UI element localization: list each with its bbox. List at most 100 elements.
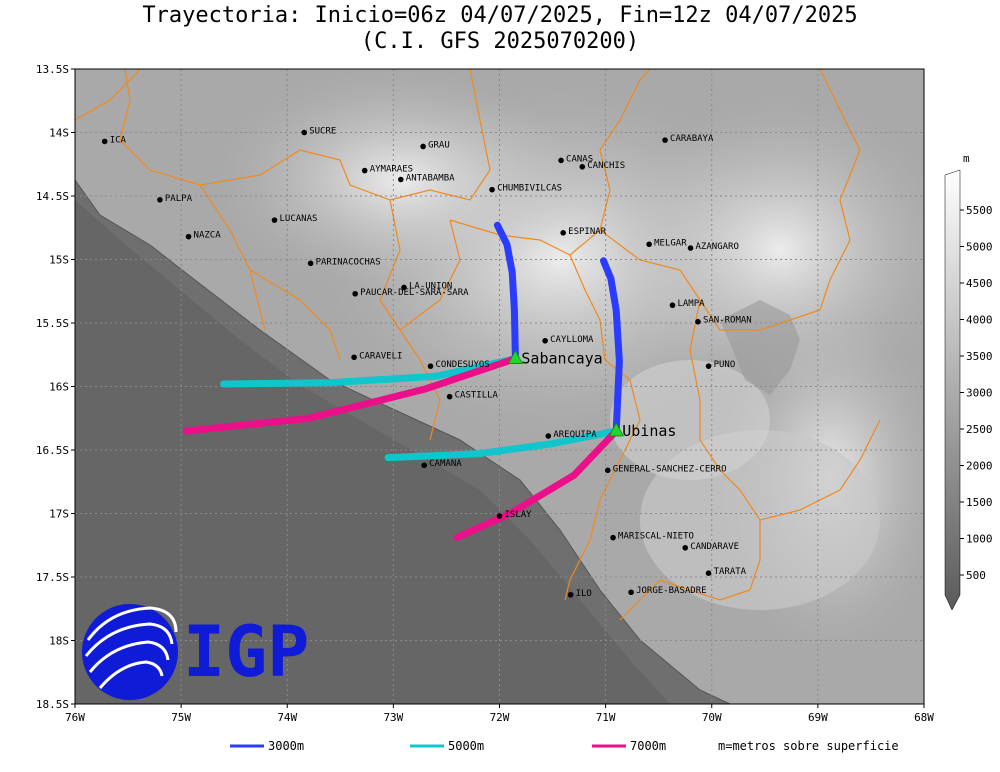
place-label: PAUCAR-DEL-SARA-SARA <box>360 288 469 298</box>
place-label: ISLAY <box>505 510 533 520</box>
place-label: CANDARAVE <box>690 542 739 552</box>
boundary-lines <box>75 69 881 621</box>
trajectory-sabancaya-5000m <box>220 355 519 388</box>
place-marker <box>682 544 689 551</box>
place-label: SAN-ROMAN <box>703 316 752 326</box>
place-marker <box>545 433 552 439</box>
x-tick-label: 69W <box>808 711 828 724</box>
x-tick-label: 68W <box>914 711 934 724</box>
place-label: GENERAL-SANCHEZ-CERRO <box>613 464 727 474</box>
y-tick-label: 15S <box>49 254 69 267</box>
place-label: PALPA <box>165 194 193 204</box>
place-label: NAZCA <box>194 231 222 241</box>
place-marker <box>558 157 564 164</box>
x-tick-label: 76W <box>65 711 85 724</box>
place-label: ILO <box>576 589 592 599</box>
colorbar-label: 3500 <box>966 350 993 363</box>
place-marker <box>301 129 308 136</box>
place-marker <box>157 197 163 203</box>
colorbar-label: 5500 <box>966 204 993 217</box>
x-tick-label: 75W <box>171 711 191 724</box>
colorbar-label: 1000 <box>966 533 993 546</box>
place-label: AREQUIPA <box>553 430 597 440</box>
place-marker <box>351 354 357 361</box>
colorbar: m 5500 5000 4500 4000 3500 3000 2500 2000 1500 100… <box>944 152 993 611</box>
trajectory-sabancaya-3000m <box>493 221 519 363</box>
colorbar-label: 4500 <box>966 277 993 290</box>
place-marker <box>427 363 434 369</box>
grid-lines <box>75 69 924 704</box>
place-label: PARINACOCHAS <box>316 257 381 267</box>
y-tick-label: 13.5S <box>36 63 69 76</box>
place-label: LAMPA <box>677 299 705 309</box>
place-marker <box>401 284 407 291</box>
legend-label: 3000m <box>268 739 304 753</box>
y-tick-label: 16.5S <box>36 444 69 457</box>
place-label: CONDESUYOS <box>436 360 490 370</box>
place-marker <box>662 137 668 143</box>
place-label: JORGE-BASADRE <box>636 586 706 596</box>
map-title-line1: Trayectoria: Inicio=06z 04/07/2025, Fin=… <box>142 3 858 28</box>
y-tick-label: 14.5S <box>36 190 69 203</box>
place-marker <box>398 176 404 183</box>
place-label: LUCANAS <box>280 214 318 224</box>
trajectory-ubinas-5000m <box>384 427 620 462</box>
volcano-marker <box>608 422 624 437</box>
trajectory-layer <box>182 221 623 542</box>
colorbar-label: 500 <box>966 569 986 582</box>
x-tick-label: 73W <box>383 711 403 724</box>
trajectory-sabancaya-7000m <box>182 355 519 435</box>
place-marker <box>185 233 192 240</box>
place-marker <box>446 393 453 400</box>
place-label: ICA <box>110 135 127 145</box>
y-tick-label: 16S <box>49 381 69 394</box>
place-marker <box>271 217 278 223</box>
colorbar-label: 2000 <box>966 460 993 473</box>
place-marker <box>101 138 108 145</box>
place-marker <box>695 318 701 325</box>
volcano-marker <box>507 349 524 364</box>
place-marker <box>420 143 426 150</box>
place-label: ANTABAMBA <box>406 173 455 183</box>
terrain-layer <box>75 69 924 704</box>
place-label: CANAS <box>566 154 593 164</box>
axis-ticks: 76W 75W 74W 73W 72W 71W 70W 69W 68W 13.5S 14S 14.5S… <box>36 63 934 724</box>
place-marker <box>705 363 712 369</box>
place-label: CANCHIS <box>587 161 625 171</box>
y-tick-label: 18S <box>49 635 69 648</box>
place-label: CARABAYA <box>670 134 714 144</box>
place-marker <box>352 290 358 297</box>
place-label: MELGAR <box>654 238 687 248</box>
place-label: CHUMBIVILCAS <box>497 184 562 194</box>
place-label: ESPINAR <box>568 227 607 237</box>
place-marker <box>610 534 616 541</box>
place-label: SUCRE <box>309 127 336 137</box>
place-marker <box>646 241 652 248</box>
igp-logo: IGP <box>82 604 309 700</box>
place-marker <box>705 570 712 576</box>
place-marker <box>361 167 368 174</box>
legend-label: 5000m <box>448 739 484 753</box>
x-tick-label: 72W <box>490 711 510 724</box>
trajectory-ubinas-7000m <box>453 427 620 542</box>
volcano-label: Ubinas <box>622 422 676 440</box>
colorbar-label: 3000 <box>966 387 993 400</box>
place-marker <box>567 591 574 598</box>
place-label: CAMANA <box>429 459 462 469</box>
place-marker <box>669 302 676 309</box>
place-marker <box>604 467 611 474</box>
y-tick-label: 15.5S <box>36 317 69 330</box>
place-label: GRAU <box>428 140 450 150</box>
colorbar-label: 2500 <box>966 423 993 436</box>
legend-note: m=metros sobre superficie <box>718 739 899 753</box>
legend: 3000m 5000m 7000m m=metros sobre superficie <box>230 739 899 753</box>
y-tick-label: 14S <box>49 127 69 140</box>
place-label: AZANGARO <box>696 242 739 252</box>
place-marker <box>560 230 566 236</box>
place-label: PUNO <box>714 360 736 370</box>
place-label: LA-UNION <box>409 281 452 291</box>
x-tick-label: 70W <box>702 711 722 724</box>
colorbar-unit: m <box>963 152 970 165</box>
